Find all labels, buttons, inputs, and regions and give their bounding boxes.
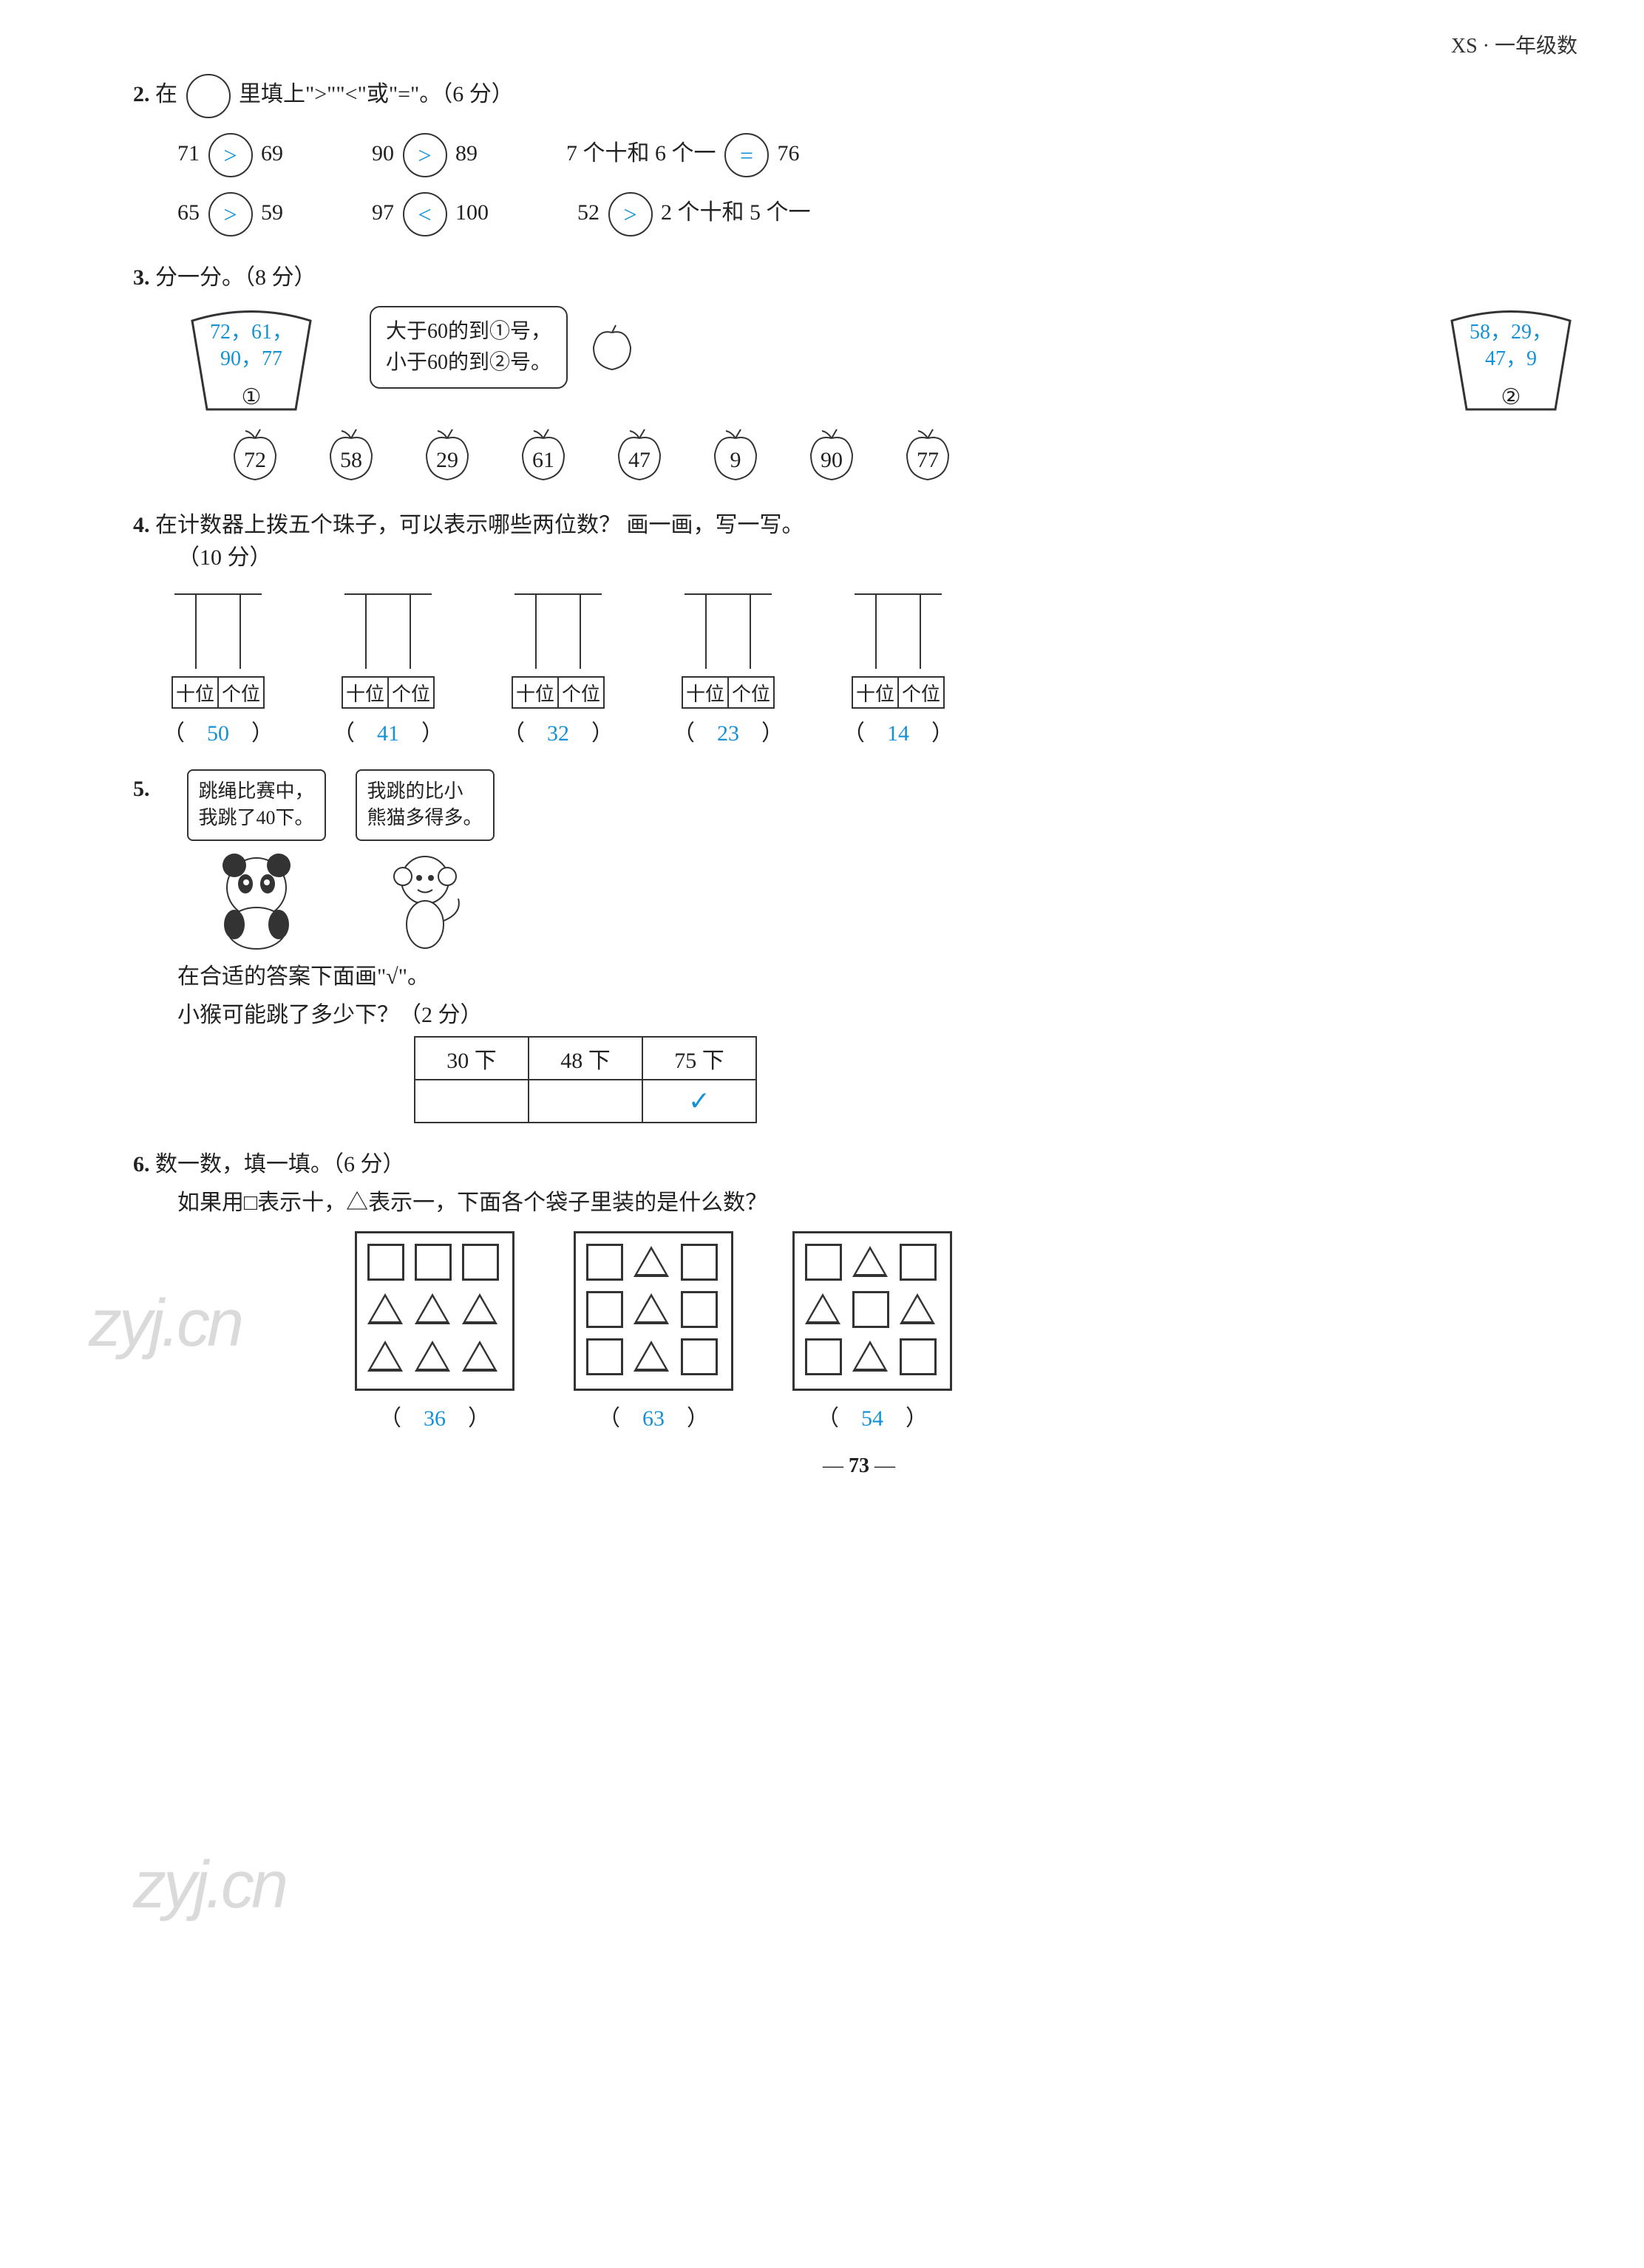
watermark: zyj.cn [133,1848,285,1924]
abacus-item: 十位个位 （ 41 ） [333,593,444,747]
apple-item: 9 [702,425,769,484]
apple-icon [582,321,642,373]
q2-prompt: 2. 在 里填上">""<"或"="。（6 分） [133,74,1585,118]
compare-circle: > [208,192,253,236]
bag-item: （ 36 ） [355,1231,514,1432]
bowl-2: 58，29，47，9 ② [1437,306,1585,410]
triangle-icon [634,1244,669,1275]
square-icon [367,1244,404,1281]
compare-circle: < [403,192,447,236]
blank-circle-icon [186,74,231,118]
q2-num: 2. [133,82,150,106]
abacus-item: 十位个位 （ 14 ） [843,593,954,747]
q2-row-1: 71 > 69 90 > 89 7 个十和 6 个一 = 76 [177,133,1585,177]
square-icon [681,1244,718,1281]
option-cell: 30 下 [415,1037,529,1080]
square-icon [681,1338,718,1375]
apple-item: 90 [798,425,865,484]
checkmark-icon: ✓ [688,1086,710,1116]
square-icon [805,1338,842,1375]
bowl-1: 72，61，90，77 ① [177,306,325,410]
bag-item: （ 63 ） [574,1231,733,1432]
apple-item: 47 [606,425,673,484]
compare-circle: > [208,133,253,177]
header-code: XS · 一年级数 [133,30,1585,59]
page-number: — 73 — [133,1454,1585,1478]
square-icon [900,1244,937,1281]
square-icon [900,1338,937,1375]
triangle-icon [634,1338,669,1369]
q2-row-2: 65 > 59 97 < 100 52 > 2 个十和 5 个一 [177,192,1585,236]
apple-list: 72 58 29 61 47 9 90 77 [222,425,1585,484]
triangle-icon [852,1338,888,1369]
triangle-icon [634,1291,669,1322]
abacus-item: 十位个位 （ 23 ） [673,593,784,747]
panda-character: 跳绳比赛中，我跳了40下。 [187,769,326,950]
abacus-item: 十位个位 （ 32 ） [503,593,614,747]
apple-item: 77 [894,425,961,484]
answer-cell [415,1080,529,1123]
q5-num: 5. [133,777,150,802]
abacus-item: 十位个位 （ 50 ） [163,593,274,747]
speech-bubble: 大于60的到①号， 小于60的到②号。 [370,306,568,389]
answer-cell [529,1080,642,1123]
compare-circle: > [403,133,447,177]
apple-item: 58 [318,425,384,484]
square-icon [586,1244,623,1281]
square-icon [586,1291,623,1328]
triangle-icon [462,1338,497,1369]
apple-item: 29 [414,425,480,484]
square-icon [462,1244,499,1281]
triangle-icon [367,1291,403,1322]
compare-circle: = [724,133,769,177]
answer-cell: ✓ [642,1080,756,1123]
square-icon [805,1244,842,1281]
monkey-character: 我跳的比小熊猫多得多。 [356,769,495,950]
bag-item: （ 54 ） [792,1231,952,1432]
triangle-icon [415,1291,450,1322]
triangle-icon [900,1291,935,1322]
options-table: 30 下 48 下 75 下 ✓ [414,1036,757,1123]
question-3: 3. 分一分。（8 分） 72，61，90，77 ① 大于60的到①号， 小于6… [133,259,1585,484]
question-5: 5. 跳绳比赛中，我跳了40下。 我跳的比小熊猫多得多。 [133,769,1585,1123]
compare-circle: > [608,192,653,236]
option-cell: 48 下 [529,1037,642,1080]
triangle-icon [415,1338,450,1369]
monkey-icon [381,847,469,950]
square-icon [681,1291,718,1328]
option-cell: 75 下 [642,1037,756,1080]
apple-item: 72 [222,425,288,484]
apple-item: 61 [510,425,577,484]
triangle-icon [852,1244,888,1275]
question-4: 4. 在计数器上拨五个珠子，可以表示哪些两位数？ 画一画，写一写。 （10 分）… [133,506,1585,747]
q6-num: 6. [133,1152,150,1176]
panda-icon [205,847,308,950]
triangle-icon [805,1291,840,1322]
question-6: 6. 数一数，填一填。（6 分） 如果用□表示十，△表示一，下面各个袋子里装的是… [133,1145,1585,1432]
square-icon [415,1244,452,1281]
square-icon [586,1338,623,1375]
triangle-icon [367,1338,403,1369]
q3-num: 3. [133,265,150,290]
question-2: 2. 在 里填上">""<"或"="。（6 分） 71 > 69 90 > 89… [133,74,1585,236]
square-icon [852,1291,889,1328]
q4-num: 4. [133,513,150,537]
triangle-icon [462,1291,497,1322]
